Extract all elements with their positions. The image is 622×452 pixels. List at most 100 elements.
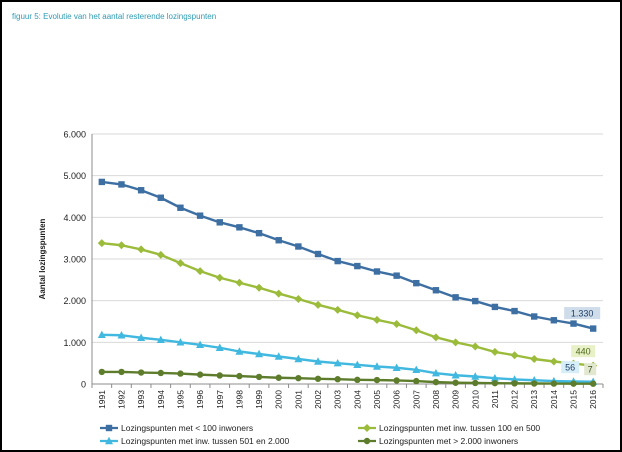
data-point: [216, 372, 223, 379]
data-point: [491, 303, 499, 311]
x-tick-label: 1997: [215, 390, 225, 409]
data-point: [550, 380, 558, 387]
x-tick-label: 2008: [431, 390, 441, 409]
data-point: [432, 287, 440, 294]
data-point: [412, 326, 421, 335]
legend-marker: [363, 424, 371, 432]
legend-label: Lozingspunten met > 2.000 inwoners: [379, 436, 518, 446]
data-point: [176, 338, 185, 346]
legend-marker: [363, 437, 371, 445]
series-1: [98, 178, 597, 332]
data-point: [530, 355, 539, 363]
data-point: [255, 349, 264, 358]
data-point: [156, 250, 165, 259]
x-tick-label: 1991: [97, 390, 107, 409]
x-tick-label: 2016: [588, 390, 598, 409]
data-point: [97, 330, 106, 339]
x-tick-label: 1993: [136, 390, 146, 409]
data-point: [255, 229, 263, 237]
data-point: [117, 241, 126, 250]
data-point: [295, 243, 302, 250]
legend-label: Lozingspunten met inw. tussen 100 en 500: [379, 423, 540, 433]
data-point: [294, 354, 303, 363]
x-tick-label: 2011: [490, 390, 500, 409]
x-tick-label: 2004: [352, 390, 362, 409]
legend-item: Lozingspunten met inw. tussen 501 en 2.0…: [100, 436, 290, 446]
data-point: [255, 283, 264, 292]
y-tick-label: 1.000: [63, 338, 86, 348]
data-label-bg: [564, 307, 601, 320]
x-axis: 1991 1992 1993 1994 1995 1996 1997 1998 1999 2000…: [91, 384, 604, 409]
series-line: [101, 333, 594, 383]
data-point: [137, 245, 146, 254]
data-point: [432, 378, 440, 386]
x-tick-label: 2005: [372, 390, 382, 409]
data-point: [215, 343, 224, 351]
data-point: [372, 362, 381, 370]
series-line: [101, 370, 594, 385]
data-point: [393, 272, 400, 279]
data-point: [255, 373, 263, 381]
data-point: [452, 379, 459, 386]
data-point: [98, 368, 106, 376]
data-point: [393, 377, 400, 384]
data-point: [372, 315, 381, 324]
x-tick-label: 2001: [293, 390, 303, 409]
data-point: [274, 352, 283, 360]
data-point: [118, 368, 125, 376]
data-point: [177, 370, 184, 377]
data-label-bg: [561, 361, 580, 374]
data-point: [274, 289, 283, 298]
data-point: [511, 307, 518, 315]
data-point: [353, 360, 362, 369]
data-point: [413, 279, 420, 287]
x-tick-label: 2009: [451, 390, 461, 409]
legend-marker: [105, 436, 113, 445]
data-point: [333, 358, 342, 367]
data-point: [236, 224, 243, 231]
y-tick-label: 0: [81, 380, 86, 390]
data-point: [97, 239, 106, 248]
data-point: [235, 278, 244, 287]
data-point: [510, 351, 519, 360]
data-point: [392, 363, 401, 371]
data-point: [137, 369, 145, 376]
data-point: [472, 379, 479, 387]
legend-marker: [105, 424, 113, 432]
data-point: [275, 237, 282, 244]
data-point: [176, 259, 185, 268]
x-tick-label: 2014: [549, 390, 559, 409]
data-point: [373, 268, 381, 275]
data-point: [589, 325, 597, 332]
data-point: [431, 333, 440, 342]
data-point: [511, 380, 518, 387]
data-label: 440: [576, 347, 591, 357]
data-point: [334, 376, 341, 383]
data-point: [471, 372, 480, 380]
series-line: [101, 180, 594, 330]
x-tick-label: 1998: [234, 390, 244, 409]
data-point: [412, 365, 421, 374]
data-point: [196, 267, 205, 276]
data-point: [118, 181, 125, 188]
data-point: [117, 331, 126, 339]
x-tick-label: 2012: [510, 390, 520, 409]
data-point: [137, 187, 145, 194]
x-tick-label: 1992: [116, 390, 126, 409]
data-point: [216, 219, 223, 226]
data-label-bg: [571, 345, 596, 358]
data-point: [373, 376, 381, 384]
x-tick-label: 2000: [274, 390, 284, 409]
x-tick-label: 1995: [175, 390, 185, 409]
data-point: [392, 320, 401, 328]
x-tick-label: 2013: [529, 390, 539, 409]
data-point: [157, 369, 164, 377]
legend: Lozingspunten met < 100 inwoners Lozingsp…: [100, 423, 540, 446]
x-tick-label: 2006: [392, 390, 402, 409]
y-tick-label: 5.000: [63, 171, 86, 181]
data-label: 1.330: [571, 309, 594, 319]
data-point: [314, 300, 323, 309]
data-point: [354, 262, 361, 270]
data-point: [452, 294, 459, 301]
